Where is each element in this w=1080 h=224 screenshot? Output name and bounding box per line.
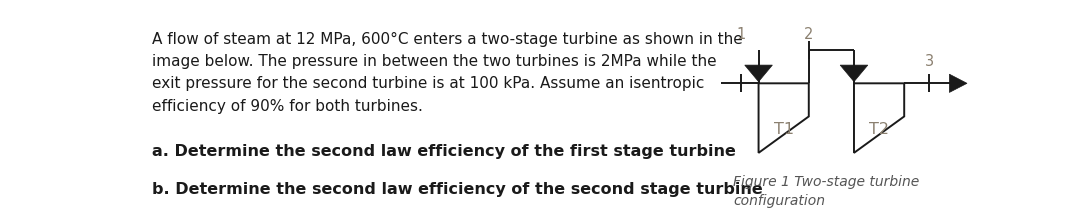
Polygon shape <box>745 65 772 82</box>
Text: a. Determine the second law efficiency of the first stage turbine: a. Determine the second law efficiency o… <box>151 144 735 159</box>
Polygon shape <box>840 65 868 82</box>
Text: b. Determine the second law efficiency of the second stage turbine: b. Determine the second law efficiency o… <box>151 182 762 197</box>
Text: A flow of steam at 12 MPa, 600°C enters a two-stage turbine as shown in the
imag: A flow of steam at 12 MPa, 600°C enters … <box>151 32 742 114</box>
Text: 2: 2 <box>805 27 813 42</box>
Polygon shape <box>949 74 967 93</box>
Text: 1: 1 <box>737 27 745 42</box>
Text: Figure 1 Two-stage turbine
configuration: Figure 1 Two-stage turbine configuration <box>733 175 920 208</box>
Text: T1: T1 <box>773 122 794 137</box>
Text: T2: T2 <box>869 122 889 137</box>
Text: 3: 3 <box>924 54 934 69</box>
